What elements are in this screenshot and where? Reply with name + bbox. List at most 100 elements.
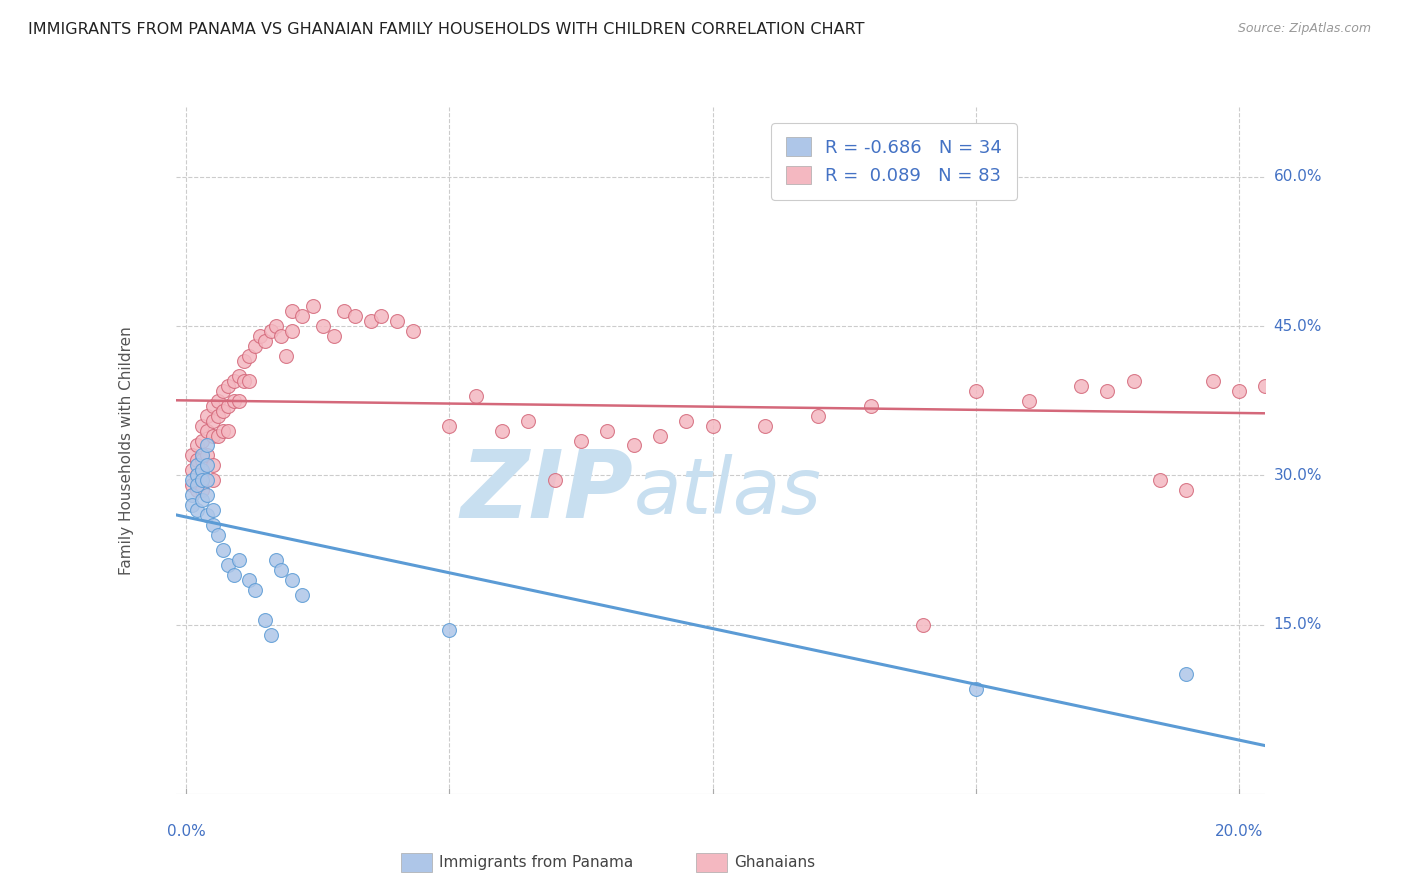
- Point: [201, 414, 224, 428]
- Point: [1227, 384, 1250, 398]
- Point: [401, 324, 423, 338]
- Point: [259, 627, 281, 641]
- Point: [191, 468, 214, 483]
- Point: [195, 473, 218, 487]
- Point: [195, 508, 218, 523]
- Point: [186, 458, 208, 473]
- Point: [702, 418, 724, 433]
- Point: [191, 453, 214, 467]
- Point: [222, 393, 245, 408]
- Point: [1281, 368, 1303, 383]
- Point: [648, 428, 671, 442]
- Point: [228, 368, 250, 383]
- Point: [370, 309, 392, 323]
- Point: [238, 374, 260, 388]
- Point: [623, 438, 645, 452]
- Point: [201, 399, 224, 413]
- Point: [222, 567, 245, 582]
- Point: [217, 399, 239, 413]
- Point: [217, 424, 239, 438]
- Point: [439, 623, 461, 637]
- Point: [191, 434, 214, 448]
- Point: [333, 304, 356, 318]
- Point: [207, 393, 229, 408]
- Point: [439, 418, 461, 433]
- Point: [180, 473, 202, 487]
- Text: ZIP: ZIP: [461, 446, 633, 538]
- Point: [228, 393, 250, 408]
- Point: [233, 374, 256, 388]
- Point: [254, 613, 277, 627]
- Point: [912, 617, 935, 632]
- Point: [1149, 473, 1171, 487]
- Point: [276, 349, 298, 363]
- Point: [243, 339, 266, 353]
- Point: [186, 483, 208, 498]
- Point: [207, 428, 229, 442]
- Point: [1018, 393, 1040, 408]
- Point: [195, 458, 218, 473]
- Point: [312, 319, 335, 334]
- Point: [201, 428, 224, 442]
- Point: [222, 374, 245, 388]
- Point: [186, 438, 208, 452]
- Point: [195, 449, 218, 463]
- Point: [180, 478, 202, 492]
- Point: [264, 553, 287, 567]
- Point: [675, 414, 697, 428]
- Text: 15.0%: 15.0%: [1274, 617, 1322, 632]
- Point: [1254, 378, 1277, 392]
- Point: [238, 573, 260, 587]
- Text: 60.0%: 60.0%: [1274, 169, 1322, 185]
- Text: atlas: atlas: [633, 454, 821, 530]
- Point: [191, 463, 214, 477]
- Bar: [401, 853, 432, 872]
- Point: [280, 573, 302, 587]
- Point: [291, 309, 314, 323]
- Point: [191, 449, 214, 463]
- Point: [343, 309, 366, 323]
- Point: [569, 434, 592, 448]
- Point: [301, 299, 323, 313]
- Point: [195, 488, 218, 502]
- Point: [1306, 378, 1329, 392]
- Point: [464, 389, 486, 403]
- Text: Source: ZipAtlas.com: Source: ZipAtlas.com: [1237, 22, 1371, 36]
- Point: [195, 424, 218, 438]
- Point: [517, 414, 540, 428]
- Point: [596, 424, 619, 438]
- Bar: [696, 853, 727, 872]
- Point: [228, 553, 250, 567]
- Point: [201, 518, 224, 533]
- Point: [360, 314, 382, 328]
- Point: [270, 329, 292, 343]
- Point: [180, 498, 202, 512]
- Point: [965, 384, 987, 398]
- Point: [1175, 667, 1198, 681]
- Point: [207, 409, 229, 423]
- Point: [186, 478, 208, 492]
- Point: [859, 399, 882, 413]
- Point: [217, 558, 239, 572]
- Text: 0.0%: 0.0%: [167, 824, 205, 839]
- Point: [1175, 483, 1198, 498]
- Point: [180, 463, 202, 477]
- Point: [186, 468, 208, 483]
- Point: [212, 403, 235, 417]
- Point: [807, 409, 830, 423]
- Point: [186, 503, 208, 517]
- Point: [180, 449, 202, 463]
- Point: [195, 409, 218, 423]
- Text: Family Households with Children: Family Households with Children: [120, 326, 134, 574]
- Point: [280, 324, 302, 338]
- Point: [191, 483, 214, 498]
- Point: [1202, 374, 1225, 388]
- Point: [186, 468, 208, 483]
- Point: [259, 324, 281, 338]
- Point: [1070, 378, 1092, 392]
- Point: [201, 458, 224, 473]
- Point: [191, 418, 214, 433]
- Point: [238, 349, 260, 363]
- Point: [385, 314, 408, 328]
- Text: Ghanaians: Ghanaians: [734, 855, 815, 870]
